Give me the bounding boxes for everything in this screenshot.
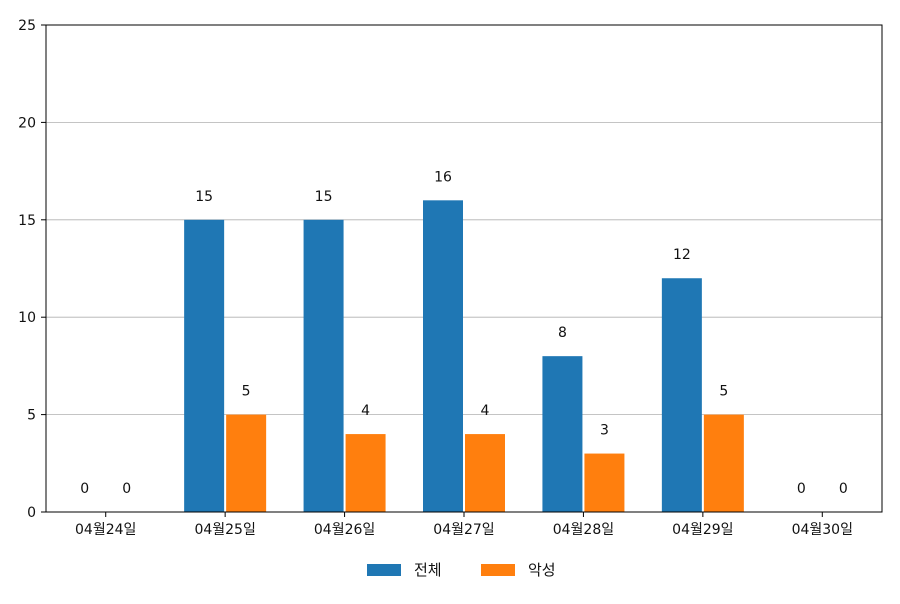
grid-lines [46,122,882,416]
data-label-0-1: 15 [195,189,213,205]
legend-swatch-1 [481,564,515,576]
bar-1-1 [226,414,267,512]
bar-0-5 [661,278,702,512]
legend-label-1: 악성 [528,561,556,579]
bar-1-4 [584,453,625,512]
x-tick-label-6: 04월30일 [792,522,853,538]
data-label-1-3: 4 [481,403,490,419]
bar-1-5 [703,414,744,512]
bar-0-3 [423,200,463,512]
data-label-0-6: 0 [797,481,806,497]
bar-0-2 [303,219,344,513]
data-label-1-4: 3 [600,423,609,439]
legend-swatch-0 [367,564,401,576]
y-tick-label-20: 20 [18,115,36,131]
data-label-0-2: 15 [315,189,333,205]
data-label-0-3: 16 [434,169,452,185]
x-tick-label-2: 04월26일 [314,522,375,538]
bar-1-2 [345,434,386,512]
data-labels: 0 15 15 16 8 12 0 0 5 4 4 3 5 0 [80,169,847,497]
data-label-1-2: 4 [361,403,370,419]
plot-frame [45,24,883,513]
x-tick-label-3: 04월27일 [433,522,494,538]
y-tick-label-0: 0 [27,505,36,521]
data-label-1-5: 5 [719,384,728,400]
x-tick-label-1: 04월25일 [194,522,255,538]
y-tick-label-25: 25 [18,18,36,34]
data-label-0-0: 0 [80,481,89,497]
x-tick-label-4: 04월28일 [553,522,614,538]
data-label-1-1: 5 [242,384,251,400]
data-label-0-4: 8 [558,325,567,341]
data-label-1-0: 0 [122,481,131,497]
bar-0-1 [184,219,225,513]
bar-0-4 [542,356,583,512]
bar-1-3 [465,434,505,512]
legend: 전체 악성 [367,561,556,579]
y-tick-label-5: 5 [27,408,36,424]
legend-label-0: 전체 [414,561,442,579]
x-tick-label-5: 04월29일 [672,522,733,538]
y-tick-label-15: 15 [18,213,36,229]
y-tick-label-10: 10 [18,310,36,326]
x-tick-label-0: 04월24일 [75,522,136,538]
data-label-1-6: 0 [839,481,848,497]
axes: 0 5 10 15 20 25 04월24일 04월25일 04월26일 04월27일 04월28일… [18,18,883,538]
data-label-0-5: 12 [673,247,691,263]
bars [184,200,744,513]
